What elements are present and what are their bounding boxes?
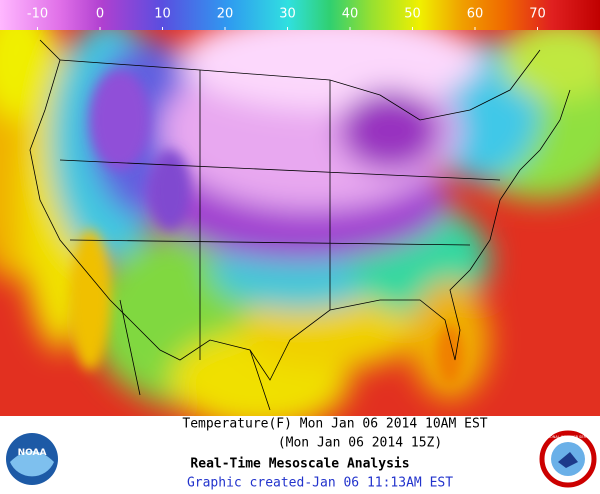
temperature-field [0,30,600,416]
boundaries [29,39,571,411]
colorbar-tick-label: 70 [529,7,546,22]
nws-logo: NATIONAL WEATHER SERVICE [539,430,597,488]
colorbar-tick-label: 20 [217,7,234,22]
logo-text: NATIONAL WEATHER SERVICE [542,435,594,439]
colorbar-tick-label: 10 [154,7,171,22]
colorbar-tick-label: 40 [342,7,359,22]
colorbar-tick-label: 0 [96,7,104,22]
caption-created: Graphic created-Jan 06 11:13AM EST [187,476,453,491]
caption-valid-time: (Mon Jan 06 2014 15Z) [278,436,442,451]
logo-text: NOAA [18,448,47,458]
caption-product: Real-Time Mesoscale Analysis [190,457,409,472]
caption-title: Temperature(F) Mon Jan 06 2014 10AM EST [182,417,487,432]
colorbar-tick-label: 30 [279,7,296,22]
noaa-logo: NOAA [6,433,58,485]
colorbar [0,0,600,30]
colorbar-tick-label: 50 [404,7,421,22]
colorbar-tick-label: 60 [467,7,484,22]
colorbar-tick-label: -10 [27,7,48,22]
